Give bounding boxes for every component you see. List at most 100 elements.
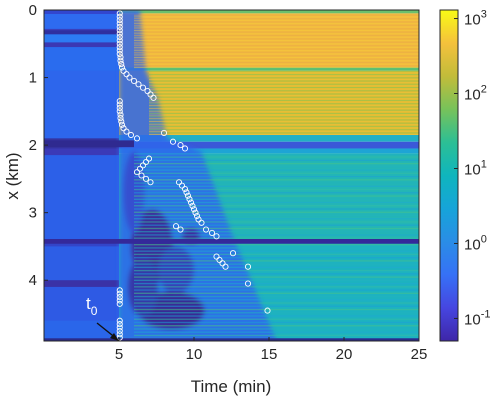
stripe-top-23	[134, 53, 419, 55]
stripe-top-22	[134, 51, 419, 53]
arrival-point	[144, 88, 151, 95]
stripe-lower-13	[134, 195, 419, 197]
stripe-lower-41	[134, 286, 419, 288]
arrival-point	[116, 17, 123, 24]
stripe-lower-34	[134, 263, 419, 265]
stripe-top-17	[134, 43, 419, 45]
arrival-point	[116, 108, 123, 115]
dark-bar-top	[44, 30, 119, 35]
y-axis-ticks: 0 1 2 3 4	[29, 2, 48, 289]
arrival-point	[177, 142, 184, 149]
stripe-lower-11	[134, 188, 419, 191]
arrival-point	[181, 185, 189, 193]
stripe-lower-42	[134, 289, 419, 291]
band-left-9	[44, 155, 119, 240]
arrival-point	[150, 94, 157, 101]
arrival-point	[130, 77, 138, 84]
stripe-lower-56	[134, 334, 419, 337]
stripe-lower-25	[134, 234, 419, 236]
arrival-point	[190, 206, 198, 213]
stripe-mid-19	[149, 101, 419, 103]
arrival-point	[116, 50, 123, 57]
stripe-top-5	[134, 23, 419, 25]
stripe-lower-44	[134, 295, 419, 298]
arrival-point	[118, 121, 126, 128]
stripe-top-24	[134, 55, 419, 57]
stripe-lower-50	[134, 315, 419, 317]
stripe-mid-17	[149, 98, 419, 100]
arrival-point	[172, 223, 180, 230]
arrival-point	[147, 91, 154, 98]
arrival-point	[117, 111, 124, 118]
stripe-top-12	[134, 34, 419, 36]
stripe-top-10	[134, 31, 419, 33]
heatmap-stripes	[44, 14, 419, 341]
x-tick-label: 20	[336, 346, 353, 363]
stripe-mid-38	[149, 132, 419, 134]
colorbar-tick-label: 101	[464, 158, 487, 178]
band-left-5	[44, 47, 119, 71]
stripe-lower-9	[134, 182, 419, 184]
stripe-lower-48	[134, 308, 419, 311]
stripe-top-18	[134, 45, 419, 47]
x-tick-label: 25	[411, 346, 428, 363]
stripe-lower-12	[134, 192, 419, 194]
arrival-point	[169, 138, 177, 145]
arrival-point	[116, 20, 123, 27]
t0-subscript: 0	[91, 304, 98, 318]
stripe-top-0	[134, 14, 419, 16]
stripe-lower-51	[134, 318, 419, 320]
arrival-point	[229, 250, 237, 257]
stripe-lower-43	[134, 292, 419, 294]
stripe-top-4	[134, 21, 419, 23]
stripe-mid-37	[149, 130, 419, 132]
stripe-mid-32	[149, 122, 419, 124]
arrival-point	[135, 81, 142, 88]
stripe-mid-14	[149, 93, 419, 95]
colorbar: 10-1 100 101 102 103	[439, 9, 490, 342]
stripe-lower-8	[134, 179, 419, 181]
arrival-point	[219, 260, 226, 267]
stripe-mid-15	[149, 95, 419, 97]
band-right-4	[119, 134, 419, 142]
stripe-mid-8	[149, 83, 419, 85]
stripe-mid-29	[149, 117, 419, 119]
arrival-point	[177, 226, 184, 233]
colorbar-tick-label: 100	[464, 233, 487, 253]
arrival-point	[213, 253, 220, 260]
stripe-lower-32	[134, 256, 419, 259]
stripe-top-20	[134, 48, 419, 50]
band-left-8	[44, 148, 119, 156]
arrival-point	[118, 118, 125, 125]
arrival-point	[186, 196, 193, 203]
arrival-point	[139, 84, 147, 91]
stripe-lower-20	[134, 218, 419, 220]
t0-label: t	[86, 294, 91, 313]
arrival-point	[181, 145, 189, 152]
stripe-mid-30	[149, 119, 419, 121]
stripe-top-11	[134, 33, 419, 35]
colorbar-ticks: 10-1 100 101 102 103	[454, 9, 490, 328]
dark-bar-2	[44, 140, 134, 148]
arrival-point	[116, 294, 123, 301]
stripe-lower-7	[134, 175, 419, 178]
stripe-lower-19	[134, 214, 419, 217]
stripe-lower-21	[134, 221, 419, 223]
arrival-point	[123, 71, 130, 78]
stripe-lower-52	[134, 321, 419, 324]
stripe-top-21	[134, 50, 419, 52]
stripe-mid-22	[149, 106, 419, 108]
stripe-lower-29	[134, 247, 419, 249]
stripe-lower-40	[134, 282, 419, 285]
stripe-lower-38	[134, 276, 419, 278]
stripe-mid-3	[149, 75, 419, 77]
arrival-point	[120, 125, 127, 132]
arrival-point	[216, 256, 223, 263]
stripe-mid-35	[149, 127, 419, 129]
arrival-point	[193, 212, 201, 220]
stripe-lower-55	[134, 331, 419, 333]
arrival-point	[160, 129, 168, 136]
stripe-lower-5	[134, 169, 419, 171]
arrival-point	[117, 115, 124, 122]
arrival-point	[116, 30, 123, 37]
